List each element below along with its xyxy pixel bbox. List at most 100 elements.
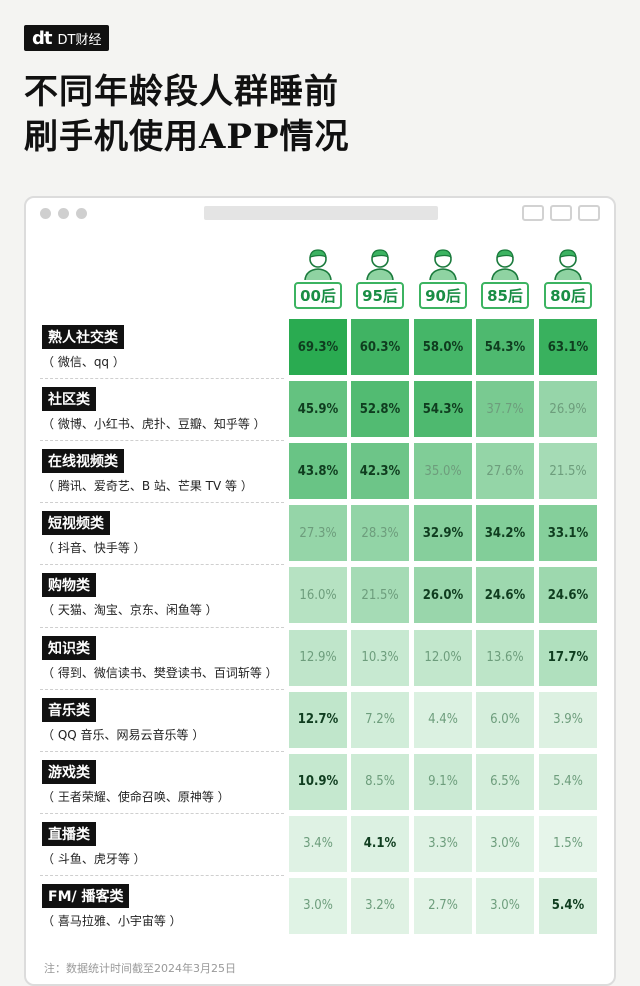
heatmap-cell: 2.7% (414, 877, 472, 934)
heatmap-cell: 12.9% (289, 629, 347, 686)
heatmap-cell: 58.0% (414, 319, 472, 375)
person-avatar-icon (491, 249, 519, 280)
category-badge: 社区类 (42, 387, 96, 412)
category-examples: （ 天猫、淘宝、京东、闲鱼等 ） (42, 603, 218, 618)
row-label: 游戏类 （ 王者荣耀、使命召唤、原神等 ） (42, 759, 230, 805)
maximize-dot-icon (76, 208, 87, 219)
column-header: 80后 (539, 246, 597, 309)
heatmap-cell: 52.8% (351, 381, 409, 438)
heatmap-cell: 5.4% (539, 753, 597, 810)
heatmap-cell: 13.6% (476, 629, 534, 686)
row-label: 直播类 （ 斗鱼、虎牙等 ） (42, 821, 146, 867)
heatmap-cell: 7.2% (351, 691, 409, 748)
category-badge: 知识类 (42, 635, 96, 660)
category-badge: 熟人社交类 (42, 325, 124, 349)
heatmap-cell: 27.6% (476, 443, 534, 500)
source-note: 注：数据统计时间截至2024年3月25日 (44, 962, 236, 975)
heatmap-cell: 3.0% (476, 815, 534, 872)
brand-mark: dt (32, 27, 52, 49)
heatmap-cell: 32.9% (414, 505, 472, 562)
close-dot-icon (40, 208, 51, 219)
heatmap-cell: 54.3% (476, 319, 534, 375)
page-title: 不同年龄段人群睡前 刷手机使用APP情况 (24, 70, 350, 160)
category-badge: FM/ 播客类 (42, 883, 130, 908)
column-header: 00后 (289, 246, 347, 309)
category-examples: （ 喜马拉雅、小宇宙等 ） (42, 913, 182, 928)
window-titlebar (26, 198, 614, 228)
heatmap-cell: 3.4% (289, 815, 347, 872)
heatmap-cell: 60.3% (351, 319, 409, 375)
heatmap-cell: 35.0% (414, 443, 472, 500)
heatmap-cell: 12.7% (289, 691, 347, 748)
category-examples: （ 微信、qq ） (42, 355, 125, 369)
category-examples: （ 抖音、快手等 ） (42, 541, 146, 556)
heatmap-cell: 45.9% (289, 381, 347, 438)
category-badge: 购物类 (42, 573, 96, 598)
heatmap-cell: 54.3% (414, 381, 472, 438)
heatmap-cell: 3.0% (289, 877, 347, 934)
heatmap-cell: 37.7% (476, 381, 534, 438)
heatmap-cell: 69.3% (289, 319, 347, 375)
age-group-label: 90后 (419, 282, 467, 309)
row-label: 社区类 （ 微博、小红书、虎扑、豆瓣、知乎等 ） (42, 387, 266, 432)
category-badge: 在线视频类 (42, 449, 124, 474)
category-badge: 音乐类 (42, 697, 96, 722)
heatmap-cell: 3.3% (414, 815, 472, 872)
person-avatar-icon (554, 249, 582, 280)
heatmap-cell: 9.1% (414, 753, 472, 810)
row-separator (40, 750, 284, 752)
heatmap-cell: 6.5% (476, 753, 534, 810)
heatmap-cell: 3.2% (351, 877, 409, 934)
row-separator (40, 564, 284, 566)
row-label: 知识类 （ 得到、微信读书、樊登读书、百词斩等 ） (42, 635, 278, 681)
category-examples: （ 斗鱼、虎牙等 ） (42, 851, 146, 866)
heatmap-cell: 42.3% (351, 443, 409, 500)
category-badge: 短视频类 (42, 511, 110, 536)
heatmap-cell: 24.6% (539, 567, 597, 624)
row-separator (40, 688, 284, 690)
heatmap-cell: 43.8% (289, 443, 347, 500)
row-separator (40, 440, 284, 442)
row-label: 熟人社交类 （ 微信、qq ） (42, 325, 125, 370)
heatmap-cell: 21.5% (539, 443, 597, 500)
age-group-label: 00后 (294, 282, 342, 309)
heatmap-cell: 5.4% (539, 877, 597, 934)
title-line-1: 不同年龄段人群睡前 (24, 72, 339, 112)
heatmap-cell: 12.0% (414, 629, 472, 686)
heatmap-cell: 34.2% (476, 505, 534, 562)
heatmap-cell: 63.1% (539, 319, 597, 375)
category-examples: （ 微博、小红书、虎扑、豆瓣、知乎等 ） (42, 417, 266, 432)
heatmap-cell: 16.0% (289, 567, 347, 624)
window-button-icon (550, 205, 572, 221)
row-label: 在线视频类 （ 腾讯、爱奇艺、B 站、芒果 TV 等 ） (42, 449, 253, 494)
person-avatar-icon (304, 249, 332, 280)
heatmap-cell: 17.7% (539, 629, 597, 686)
minimize-dot-icon (58, 208, 69, 219)
heatmap-cell: 10.3% (351, 629, 409, 686)
row-separator (40, 378, 284, 380)
category-examples: （ 腾讯、爱奇艺、B 站、芒果 TV 等 ） (42, 479, 253, 494)
row-label: 购物类 （ 天猫、淘宝、京东、闲鱼等 ） (42, 573, 218, 618)
heatmap-cell: 33.1% (539, 505, 597, 562)
window-button-icon (578, 205, 600, 221)
row-separator (40, 812, 284, 814)
age-group-label: 80后 (544, 282, 592, 309)
row-separator (40, 874, 284, 876)
window-button-icon (522, 205, 544, 221)
title-line-2: 刷手机使用APP情况 (24, 117, 350, 157)
heatmap-cell: 3.9% (539, 691, 597, 748)
category-examples: （ 得到、微信读书、樊登读书、百词斩等 ） (42, 665, 278, 680)
row-label: 音乐类 （ QQ 音乐、网易云音乐等 ） (42, 697, 205, 743)
row-label: 短视频类 （ 抖音、快手等 ） (42, 511, 146, 556)
person-avatar-icon (366, 249, 394, 280)
row-separator (40, 502, 284, 504)
category-examples: （ QQ 音乐、网易云音乐等 ） (42, 727, 205, 742)
brand-name: DT财经 (57, 32, 102, 48)
age-group-label: 95后 (356, 282, 404, 309)
column-header: 90后 (414, 246, 472, 309)
category-badge: 游戏类 (42, 759, 96, 784)
heatmap-cell: 26.0% (414, 567, 472, 624)
heatmap-cell: 4.4% (414, 691, 472, 748)
heatmap-cell: 27.3% (289, 505, 347, 562)
address-bar (204, 206, 438, 220)
